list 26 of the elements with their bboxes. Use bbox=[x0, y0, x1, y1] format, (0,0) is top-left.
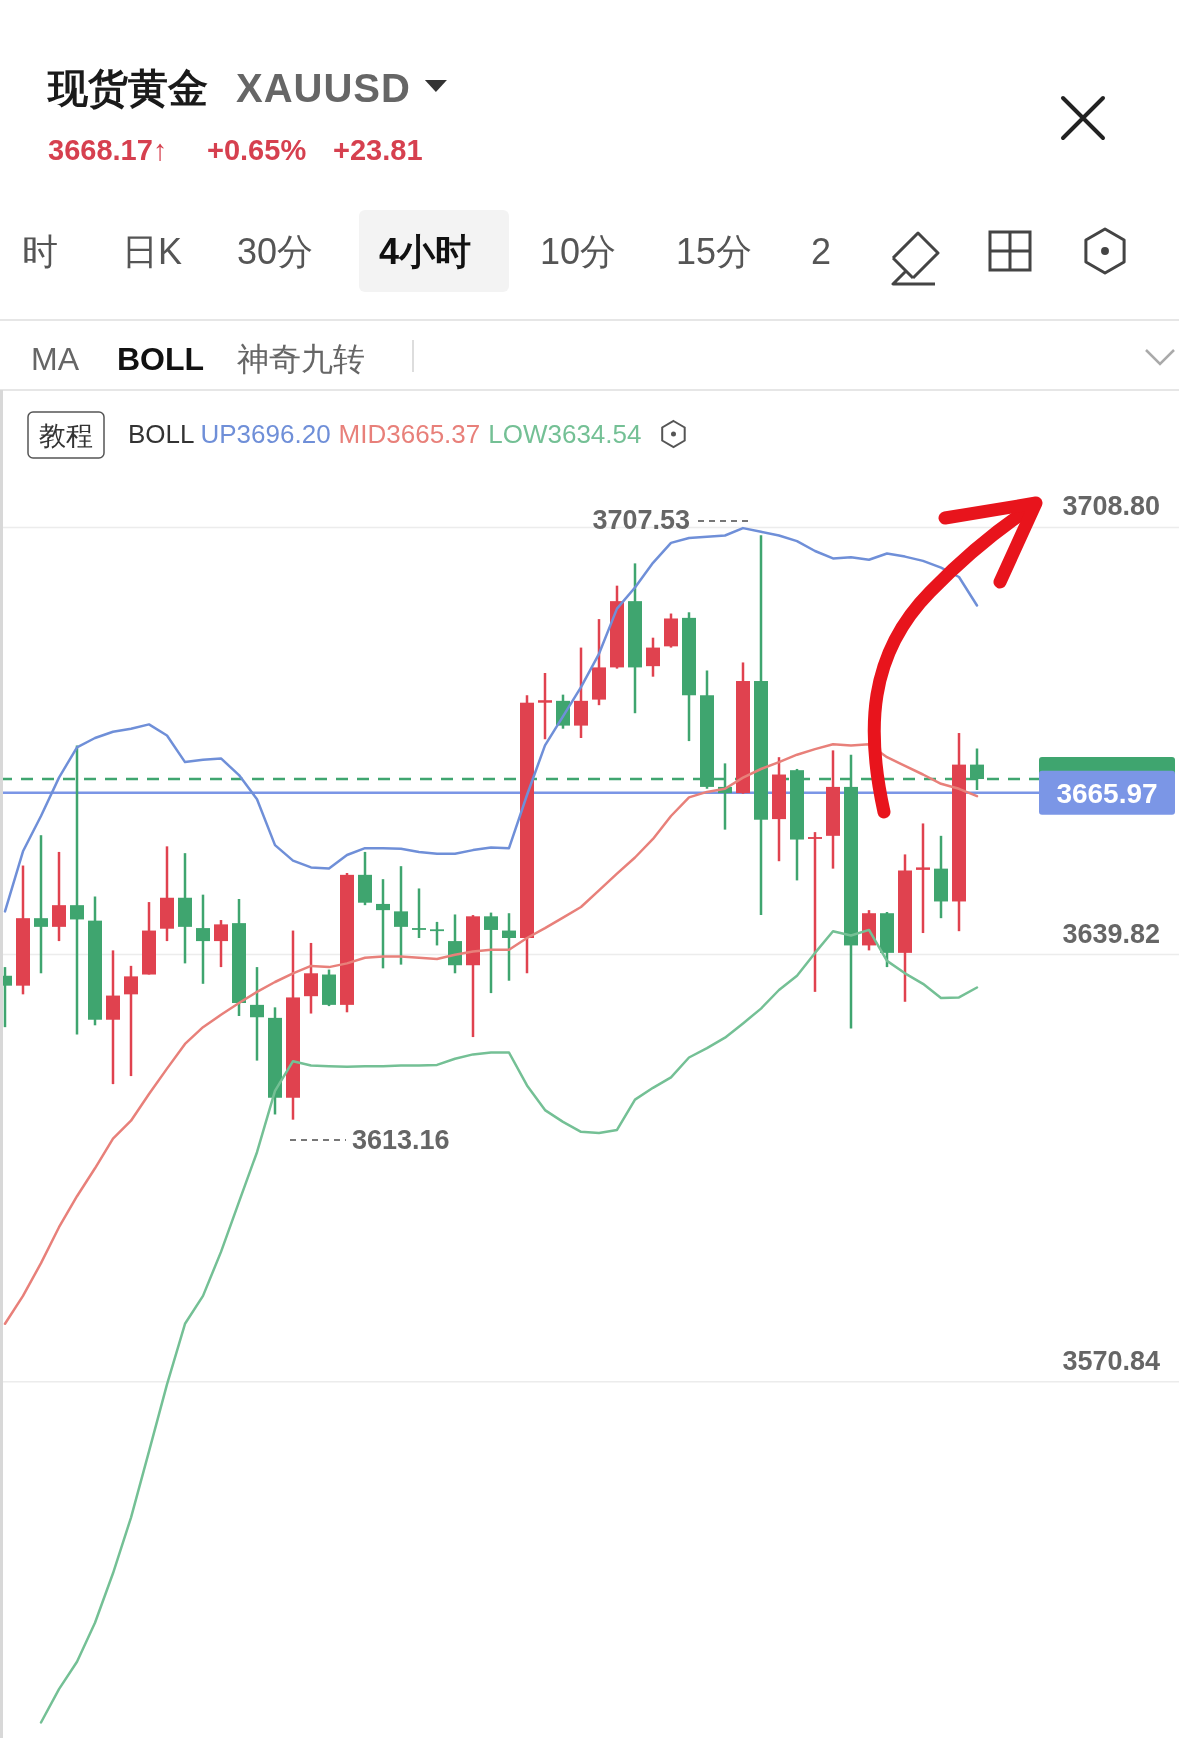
text: MA bbox=[31, 341, 80, 377]
text: 10分 bbox=[540, 231, 617, 272]
text: 日K bbox=[122, 231, 183, 272]
text: +23.81 bbox=[333, 134, 423, 166]
legend-title: BOLL bbox=[128, 419, 195, 449]
y-tick-label: 3708.80 bbox=[1062, 491, 1160, 522]
annotation: 教程 bbox=[39, 421, 93, 451]
y-tick-label: 3639.82 bbox=[1062, 918, 1160, 949]
text: 3668.17↑ bbox=[48, 134, 168, 166]
text: 2 bbox=[811, 231, 832, 272]
text: 15分 bbox=[676, 231, 753, 272]
text: UP3696.20 bbox=[200, 419, 331, 449]
text: 神奇九转 bbox=[237, 341, 365, 377]
text: 4小时 bbox=[379, 231, 472, 272]
y-tick-label: 3570.84 bbox=[1062, 1345, 1160, 1376]
text: 时 bbox=[22, 231, 58, 272]
text: 30分 bbox=[237, 231, 314, 272]
chart-subtitle: XAUUSD bbox=[236, 66, 411, 110]
chart-title: 现货黄金 bbox=[46, 66, 208, 110]
text: MID3665.37 bbox=[338, 419, 481, 449]
text: +0.65% bbox=[207, 134, 307, 166]
text: LOW3634.54 bbox=[488, 419, 642, 449]
annotation: 3707.53 bbox=[592, 505, 690, 535]
ref-line-label: 3665.97 bbox=[1056, 777, 1158, 809]
annotation: 3613.16 bbox=[352, 1125, 450, 1155]
text: BOLL bbox=[117, 341, 205, 377]
